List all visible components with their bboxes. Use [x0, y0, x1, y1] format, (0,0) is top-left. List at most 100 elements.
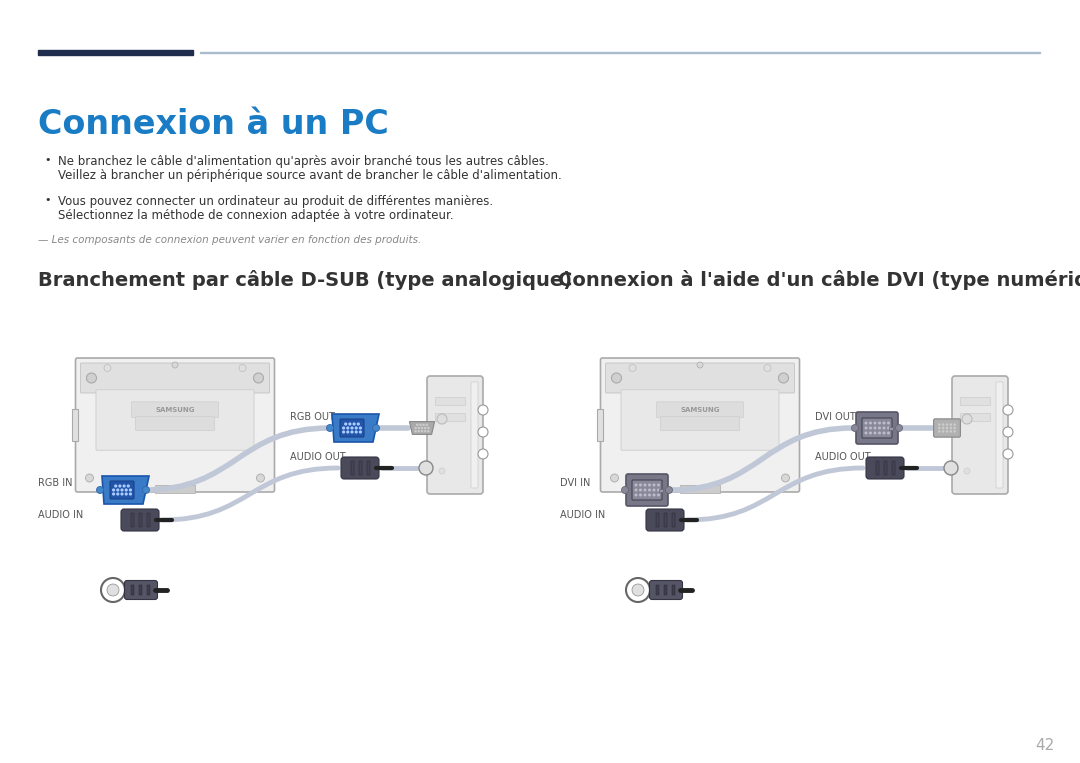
Circle shape	[865, 432, 867, 434]
Circle shape	[143, 487, 149, 494]
Text: 42: 42	[1036, 738, 1055, 753]
Circle shape	[629, 365, 636, 372]
FancyBboxPatch shape	[661, 417, 740, 430]
Circle shape	[130, 493, 132, 495]
FancyBboxPatch shape	[76, 358, 274, 492]
Circle shape	[653, 485, 654, 486]
Circle shape	[946, 431, 947, 432]
Text: DVI IN: DVI IN	[561, 478, 591, 488]
Circle shape	[478, 449, 488, 459]
Circle shape	[635, 489, 637, 491]
FancyBboxPatch shape	[135, 417, 215, 430]
Text: Connexion à l'aide d'un câble DVI (type numérique): Connexion à l'aide d'un câble DVI (type …	[558, 270, 1080, 290]
Bar	[359, 461, 362, 475]
FancyBboxPatch shape	[646, 509, 684, 531]
Bar	[147, 513, 149, 527]
Bar	[680, 485, 720, 493]
Text: DVI OUT: DVI OUT	[815, 412, 855, 422]
Circle shape	[360, 427, 362, 429]
Circle shape	[418, 430, 419, 432]
Text: Connexion à un PC: Connexion à un PC	[38, 108, 389, 141]
Circle shape	[355, 431, 357, 433]
FancyBboxPatch shape	[340, 419, 364, 437]
Circle shape	[653, 489, 654, 491]
Bar	[435, 413, 465, 421]
Circle shape	[879, 422, 880, 423]
Circle shape	[782, 474, 789, 482]
Circle shape	[649, 485, 650, 486]
Circle shape	[883, 422, 885, 423]
Bar	[889, 427, 893, 430]
Circle shape	[851, 424, 859, 432]
Circle shape	[342, 431, 345, 433]
Circle shape	[950, 424, 951, 425]
Circle shape	[874, 427, 876, 429]
Circle shape	[353, 423, 355, 425]
FancyBboxPatch shape	[626, 474, 669, 506]
Circle shape	[639, 485, 642, 486]
Circle shape	[883, 432, 885, 434]
Circle shape	[423, 424, 424, 425]
Circle shape	[888, 422, 889, 423]
Text: Vous pouvez connecter un ordinateur au produit de différentes manières.: Vous pouvez connecter un ordinateur au p…	[58, 195, 494, 208]
Bar	[656, 585, 659, 595]
Circle shape	[939, 427, 940, 429]
Circle shape	[345, 423, 347, 425]
Circle shape	[697, 362, 703, 368]
Text: •: •	[44, 195, 51, 205]
Circle shape	[649, 489, 650, 491]
Circle shape	[658, 485, 659, 486]
Circle shape	[438, 468, 445, 474]
Circle shape	[342, 427, 345, 429]
Circle shape	[626, 578, 650, 602]
Circle shape	[658, 494, 659, 496]
Circle shape	[373, 424, 379, 432]
FancyBboxPatch shape	[632, 480, 662, 500]
Circle shape	[964, 468, 970, 474]
FancyBboxPatch shape	[649, 581, 683, 600]
Bar	[664, 585, 667, 595]
Circle shape	[665, 487, 673, 494]
Circle shape	[943, 427, 944, 429]
Circle shape	[653, 494, 654, 496]
Bar	[156, 485, 195, 493]
Circle shape	[420, 424, 421, 425]
Circle shape	[649, 494, 650, 496]
Circle shape	[428, 430, 429, 432]
Circle shape	[954, 424, 955, 425]
Circle shape	[950, 427, 951, 429]
Circle shape	[421, 430, 422, 432]
Bar	[672, 513, 675, 527]
FancyBboxPatch shape	[600, 358, 799, 492]
Circle shape	[415, 430, 416, 432]
Circle shape	[355, 427, 357, 429]
Circle shape	[421, 427, 422, 429]
Circle shape	[939, 424, 940, 425]
Circle shape	[119, 485, 121, 487]
Bar	[139, 585, 141, 595]
Bar	[672, 585, 675, 595]
Circle shape	[939, 431, 940, 432]
Circle shape	[415, 427, 416, 429]
Circle shape	[610, 474, 619, 482]
Circle shape	[418, 427, 419, 429]
Circle shape	[351, 427, 353, 429]
Circle shape	[107, 584, 119, 596]
Circle shape	[658, 489, 659, 491]
Circle shape	[611, 373, 621, 383]
Circle shape	[865, 427, 867, 429]
Circle shape	[644, 489, 646, 491]
Bar	[891, 461, 894, 475]
Circle shape	[239, 365, 246, 372]
Circle shape	[895, 424, 903, 432]
Polygon shape	[409, 422, 434, 434]
Circle shape	[478, 427, 488, 437]
Circle shape	[943, 431, 944, 432]
Circle shape	[326, 424, 334, 432]
Bar	[71, 409, 78, 441]
Text: Ne branchez le câble d'alimentation qu'après avoir branché tous les autres câble: Ne branchez le câble d'alimentation qu'a…	[58, 155, 549, 168]
FancyBboxPatch shape	[121, 509, 159, 531]
Bar	[200, 52, 1040, 53]
Circle shape	[1003, 427, 1013, 437]
Circle shape	[888, 432, 889, 434]
